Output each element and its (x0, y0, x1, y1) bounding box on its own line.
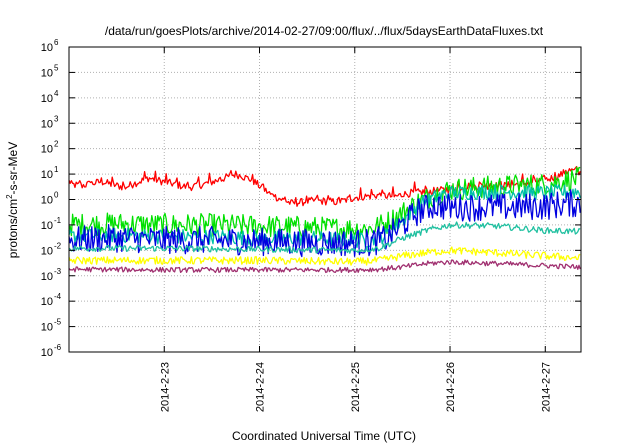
flux-series-line-5 (68, 221, 581, 254)
y-tick-exponent: -2 (54, 241, 62, 250)
y-tick-exponent: 6 (54, 38, 59, 47)
y-axis-label-units: -s-sr-MeV (6, 142, 20, 195)
y-tick-label: 10 (41, 245, 53, 257)
y-tick-exponent: 4 (54, 89, 59, 98)
y-tick-label: 10 (41, 347, 53, 359)
y-tick-label: 10 (41, 67, 53, 79)
x-tick-label: 2014-2-24 (255, 362, 267, 412)
x-tick-label: 2014-2-25 (350, 362, 362, 412)
y-tick-label: 10 (41, 144, 53, 156)
y-tick-label: 10 (41, 220, 53, 232)
x-axis-label: Coordinated Universal Time (UTC) (232, 429, 416, 443)
y-axis-label: protons/cm2-s-sr-MeV (5, 142, 20, 258)
y-tick-label: 10 (41, 195, 53, 207)
y-tick-label: 10 (41, 322, 53, 334)
y-tick-exponent: 2 (54, 140, 59, 149)
y-axis-label-main: protons/cm (6, 199, 20, 258)
y-tick-exponent: 1 (54, 165, 59, 174)
flux-series-line-7 (68, 259, 581, 274)
flux-series-line-4 (68, 189, 581, 258)
y-tick-exponent: 5 (54, 63, 59, 72)
series-lines (68, 165, 581, 274)
y-tick-label: 10 (41, 169, 53, 181)
flux-series-line-1 (68, 165, 581, 207)
y-tick-exponent: -6 (54, 343, 62, 352)
chart-title: /data/run/goesPlots/archive/2014-02-27/0… (105, 24, 544, 38)
y-tick-exponent: -4 (54, 292, 62, 301)
y-tick-exponent: -3 (54, 267, 62, 276)
x-tick-label: 2014-2-26 (445, 362, 457, 412)
y-axis-label-superscript: 2 (5, 194, 14, 199)
axis-ticks: 10 -610 -510 -410 -310 -210 -110 010 110 210 310 41… (41, 38, 581, 412)
y-tick-label: 10 (41, 93, 53, 105)
y-tick-exponent: -5 (54, 318, 62, 327)
y-tick-label: 10 (41, 118, 53, 130)
y-tick-exponent: 0 (54, 191, 59, 200)
y-tick-label: 10 (41, 296, 53, 308)
y-tick-label: 10 (41, 42, 53, 54)
y-tick-exponent: -1 (54, 216, 62, 225)
x-tick-label: 2014-2-27 (540, 362, 552, 412)
y-tick-label: 10 (41, 271, 53, 283)
x-tick-label: 2014-2-23 (159, 362, 171, 412)
flux-series-line-6 (68, 246, 581, 266)
y-tick-exponent: 3 (54, 114, 59, 123)
